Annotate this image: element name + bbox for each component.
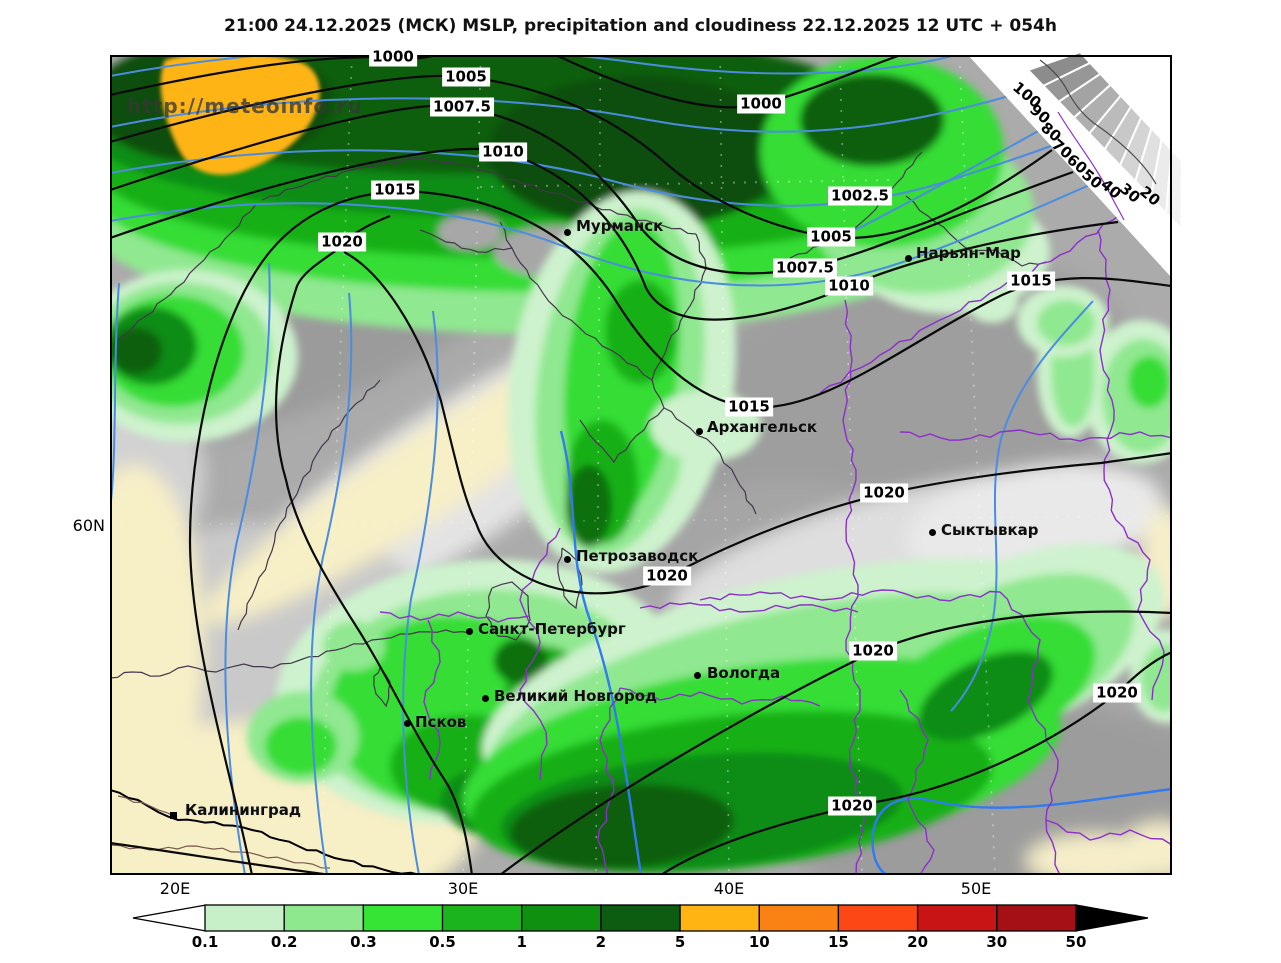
city-label: Великий Новгород xyxy=(494,687,658,705)
heavy-precip-orange-blob xyxy=(160,55,320,175)
colorbar-segment xyxy=(441,904,523,932)
x-axis-label: 40E xyxy=(713,879,745,898)
colorbar-segment xyxy=(996,904,1077,932)
isobar-label: 1005 xyxy=(807,227,855,247)
city-label: Архангельск xyxy=(707,418,818,436)
watermark: http://meteoinfo.ru xyxy=(127,94,363,118)
isobar-label: 1007.5 xyxy=(430,97,494,117)
city-marker xyxy=(929,529,936,536)
city-marker xyxy=(694,672,701,679)
city-label: Калининград xyxy=(185,801,301,819)
colorbar-tick-label: 0.1 xyxy=(191,933,219,951)
isobar-label: 1007.5 xyxy=(773,258,837,278)
city-label: Петрозаводск xyxy=(576,547,699,565)
city-marker xyxy=(564,229,571,236)
isobar-label: 1000 xyxy=(369,47,417,67)
colorbar-segment xyxy=(283,904,365,932)
colorbar-tick-label: 10 xyxy=(748,933,770,951)
map-frame xyxy=(110,55,1172,875)
colorbar-tick-label: 1 xyxy=(516,933,527,951)
x-axis-label: 50E xyxy=(960,879,992,898)
colorbar-tick-label: 15 xyxy=(828,933,849,951)
cloud-legend-wedge xyxy=(1164,147,1184,232)
city-label: Нарьян-Мар xyxy=(916,244,1021,262)
city-label: Вологда xyxy=(707,664,781,682)
city-label: Сыктывкар xyxy=(941,521,1039,539)
colorbar-tick-label: 0.2 xyxy=(270,933,298,951)
colorbar-segment xyxy=(204,904,285,932)
city-label: Санкт-Петербург xyxy=(478,620,626,638)
colorbar-underflow-arrow xyxy=(132,904,207,932)
colorbar-tick-label: 2 xyxy=(595,933,607,951)
isobar-label: 1010 xyxy=(825,276,873,296)
colorbar-segment xyxy=(362,904,444,932)
colorbar-tick-label: 0.5 xyxy=(429,933,456,951)
precipitation-colorbar xyxy=(132,904,1149,932)
colorbar-overflow-arrow xyxy=(1075,904,1149,932)
colorbar-tick-label: 20 xyxy=(907,933,929,951)
isobar-label: 1010 xyxy=(479,142,527,162)
city-marker xyxy=(564,556,571,563)
isobar-label: 1020 xyxy=(828,796,876,816)
isobar-label: 1020 xyxy=(860,483,908,503)
cloud-legend-map-fragments xyxy=(1039,59,1157,221)
isobar-label: 1015 xyxy=(725,397,773,417)
colorbar-tick-label: 0.3 xyxy=(350,933,377,951)
city-marker xyxy=(482,695,489,702)
colorbar-tick-label: 5 xyxy=(674,933,686,951)
colorbar-segment xyxy=(758,904,840,932)
cloud-legend-fan xyxy=(1026,50,1184,232)
isobar-label: 1002.5 xyxy=(828,186,892,206)
isobar-label: 1015 xyxy=(1007,271,1055,291)
graticule-lines xyxy=(110,55,1172,875)
colorbar-segment xyxy=(521,904,602,932)
isobar-label: 1000 xyxy=(737,94,785,114)
colorbar-tick-label: 30 xyxy=(986,933,1008,951)
x-axis-label: 30E xyxy=(447,879,479,898)
isobar-label: 1020 xyxy=(318,232,366,252)
isobar-label: 1005 xyxy=(442,67,490,87)
isobar-label: 1015 xyxy=(371,180,419,200)
colorbar-tick-label: 50 xyxy=(1065,933,1087,951)
page-title: 21:00 24.12.2025 (МСК) MSLP, precipitati… xyxy=(224,16,1057,36)
colorbar-segment xyxy=(916,904,998,932)
map-canvas xyxy=(110,55,1172,875)
city-marker xyxy=(170,812,177,819)
isobar-label: 1020 xyxy=(1093,683,1141,703)
region-boundaries xyxy=(379,199,1172,875)
city-marker xyxy=(466,628,473,635)
colorbar-segment xyxy=(600,904,681,932)
blue-isolines xyxy=(110,55,1172,875)
city-marker xyxy=(696,428,703,435)
city-marker xyxy=(905,255,912,262)
x-axis-label: 20E xyxy=(159,879,191,898)
isobar-label: 1020 xyxy=(849,641,897,661)
city-label: Псков xyxy=(415,713,467,731)
colorbar-segment xyxy=(679,904,760,932)
y-axis-label: 60N xyxy=(72,516,105,535)
isobar-label: 1020 xyxy=(643,566,691,586)
city-label: Мурманск xyxy=(576,217,664,235)
colorbar-segment xyxy=(837,904,919,932)
city-marker xyxy=(404,720,411,727)
